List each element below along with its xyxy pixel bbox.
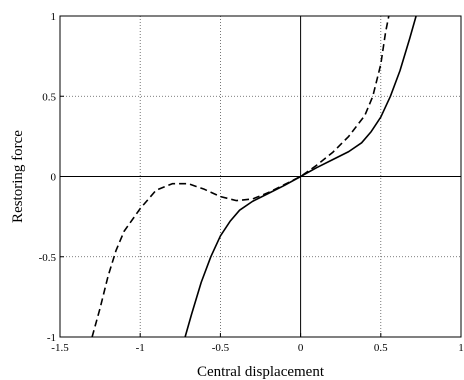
series-layer xyxy=(91,15,417,338)
x-tick-label: 0.5 xyxy=(374,342,388,354)
y-tick-label: 1 xyxy=(51,11,57,23)
tick-layer: -1.5 -1 -0.5 0 0.5 1-1-0.500.51 xyxy=(39,11,464,354)
solid-series-line xyxy=(184,15,417,338)
x-tick-label: -1.5 xyxy=(51,342,69,354)
x-axis-title: Central displacement xyxy=(197,364,325,380)
y-tick-label: 0.5 xyxy=(42,91,56,103)
y-axis-title: Restoring force xyxy=(10,130,26,223)
x-tick-label: -1 xyxy=(136,342,145,354)
x-tick-label: 1 xyxy=(458,342,464,354)
y-tick-label: -1 xyxy=(47,332,56,344)
y-tick-label: 0 xyxy=(51,172,57,184)
x-tick-label: 0 xyxy=(298,342,304,354)
x-tick-label: -0.5 xyxy=(212,342,230,354)
grid-layer xyxy=(60,16,461,337)
dashed-series-line xyxy=(91,15,390,338)
zero-axes xyxy=(60,16,461,337)
y-tick-label: -0.5 xyxy=(39,252,57,264)
